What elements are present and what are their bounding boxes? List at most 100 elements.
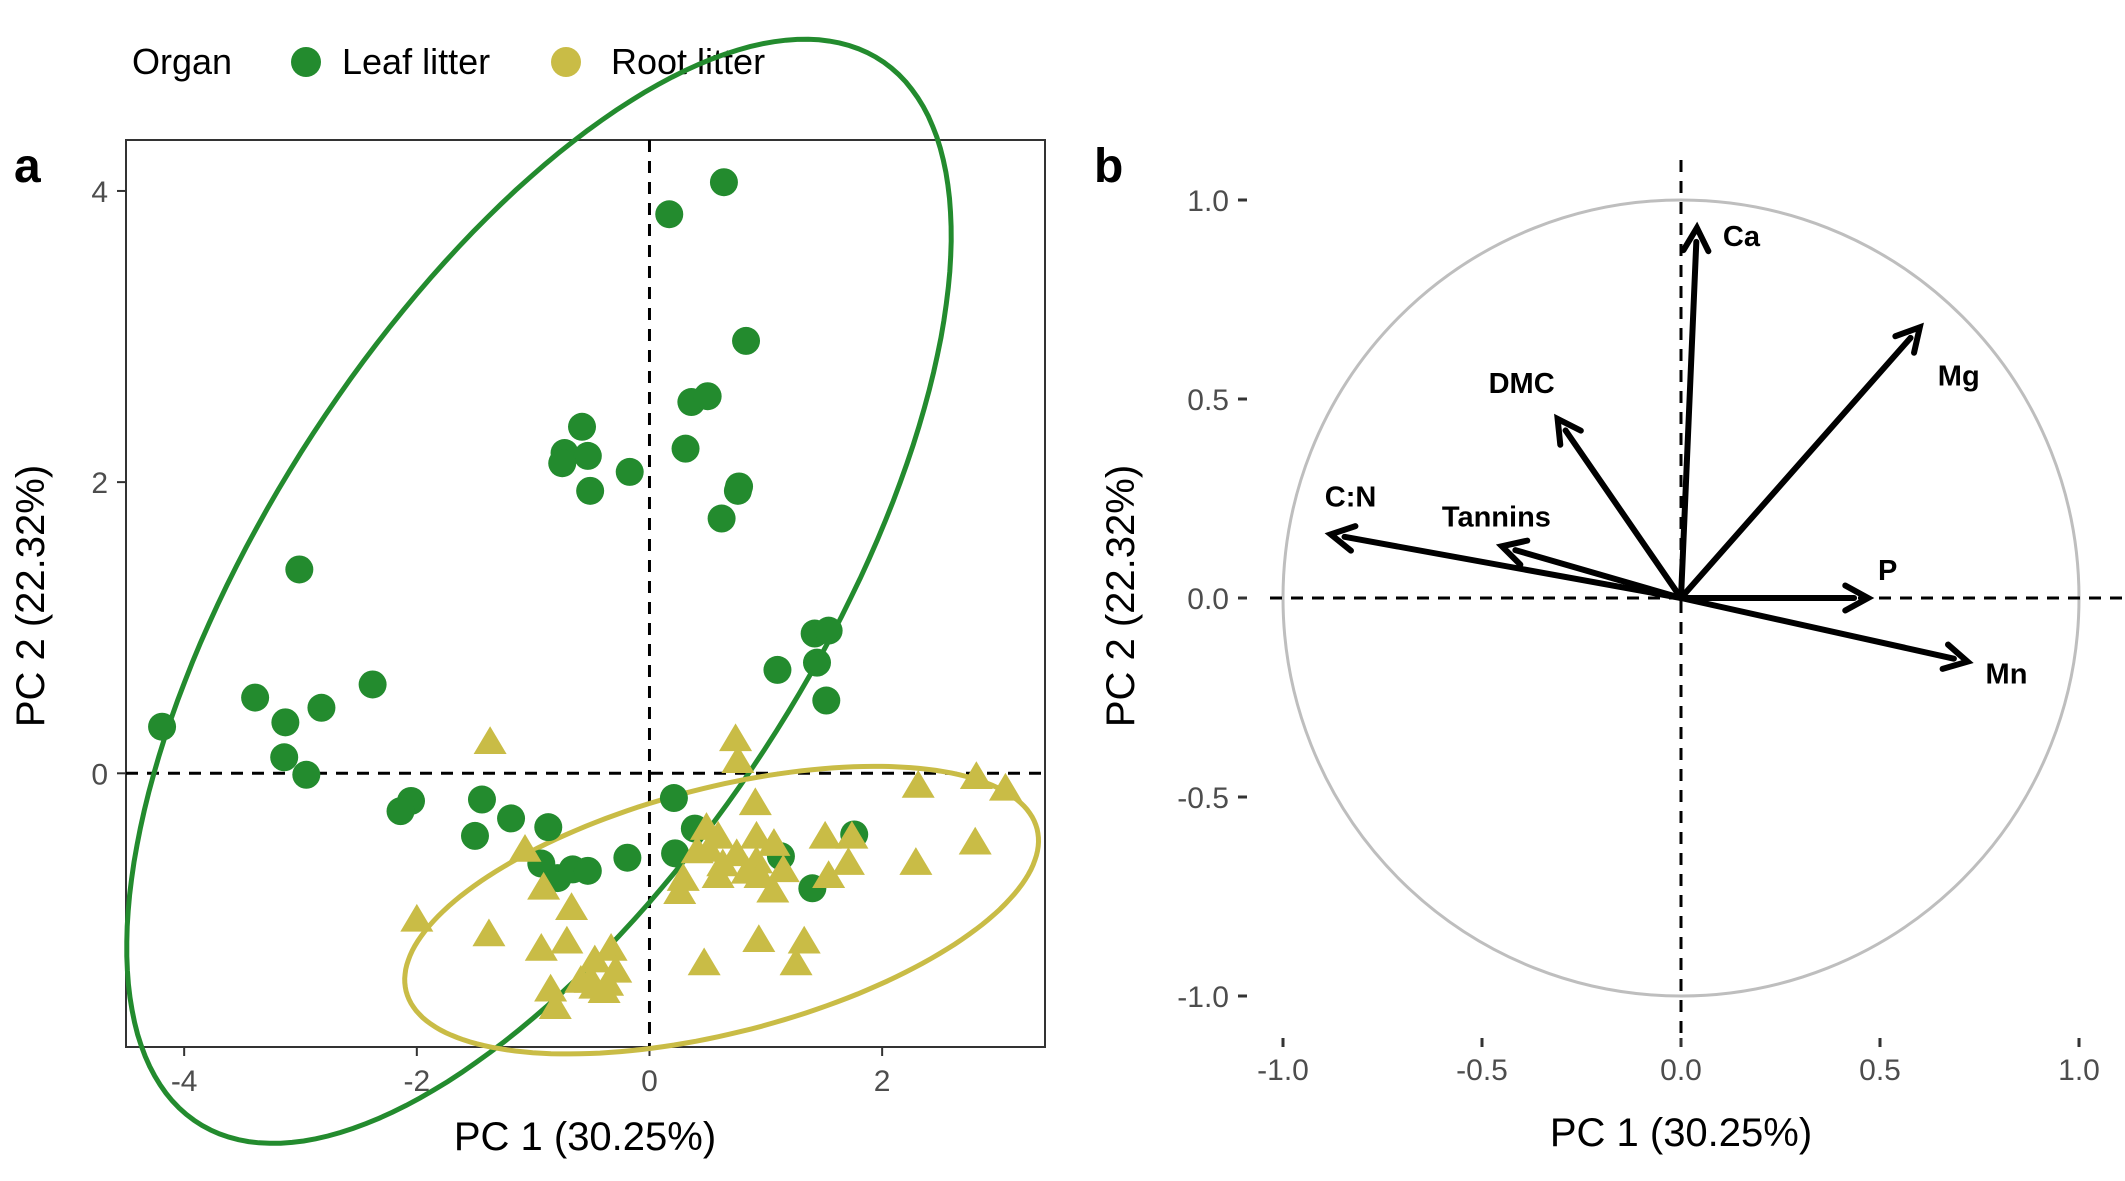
panel-b-x-tick-label: 0.0	[1660, 1054, 1702, 1087]
arrow-ca-head	[1680, 221, 1712, 255]
leaf-litter-point	[548, 449, 577, 478]
root-litter-point	[779, 947, 813, 976]
legend: Organ Leaf litter Root litter	[132, 41, 765, 82]
panel-a-x-axis-title: PC 1 (30.25%)	[454, 1115, 716, 1159]
root-litter-point	[508, 834, 542, 862]
panel-a-x-tick-label: 2	[874, 1065, 891, 1098]
root-litter-point	[959, 761, 993, 789]
panel-a-y-axis-title: PC 2 (22.32%)	[9, 465, 53, 727]
leaf-litter-point	[467, 785, 496, 814]
panel-a-x-tick-label: -4	[171, 1065, 198, 1098]
panel-a-y-tick-label: 4	[91, 176, 108, 209]
arrow-p-head	[1842, 582, 1875, 614]
root-litter-point	[808, 820, 842, 849]
arrow-ca-shaft	[1678, 238, 1700, 601]
root-litter-point	[835, 820, 869, 849]
leaf-litter-point	[148, 712, 177, 741]
root-litter-point	[527, 871, 561, 900]
arrow-label-tannins: Tannins	[1442, 501, 1551, 533]
leaf-litter-point	[709, 168, 738, 197]
leaf-litter-point	[707, 504, 736, 533]
root-litter-point	[400, 903, 434, 932]
legend-key-leaf-litter	[291, 47, 321, 77]
leaf-litter-point	[460, 821, 489, 850]
leaf-litter-point	[573, 856, 602, 885]
panel-b-y-tick-label: 0.5	[1187, 384, 1229, 417]
panel-a-y-tick-label: 0	[91, 758, 108, 791]
root-litter-point	[901, 769, 935, 798]
leaf-litter-point	[386, 797, 415, 826]
leaf-litter-point	[292, 760, 321, 789]
arrow-cn-head	[1324, 523, 1359, 554]
root-litter-point	[666, 863, 700, 891]
arrow-mg-shaft	[1678, 334, 1914, 601]
panel-a-frame	[125, 139, 1046, 1048]
arrow-mn-shaft	[1678, 595, 1957, 662]
leaf-litter-point	[659, 784, 688, 813]
root-litter-point	[742, 924, 776, 953]
leaf-litter-point	[270, 743, 299, 772]
arrow-dmc-head	[1554, 413, 1584, 448]
leaf-litter-point	[812, 686, 841, 715]
root-litter-point	[719, 723, 753, 752]
leaf-litter-point	[763, 655, 792, 684]
leaf-litter-point	[661, 839, 690, 868]
arrow-label-cn: C:N	[1325, 481, 1377, 513]
root-litter-point	[787, 925, 821, 954]
root-litter-point	[550, 925, 584, 954]
panel-b-y-tick-label: -1.0	[1177, 981, 1229, 1014]
arrow-label-mg: Mg	[1938, 360, 1980, 392]
leaf-litter-point	[271, 708, 300, 737]
leaf-litter-point	[693, 382, 722, 411]
root-litter-point	[687, 947, 721, 976]
panel-b-y-tick-label: 0.0	[1187, 583, 1229, 616]
panel-b-x-tick-label: 1.0	[2058, 1054, 2100, 1087]
panel-a-tag: a	[14, 140, 41, 193]
arrow-label-mn: Mn	[1986, 659, 2028, 691]
leaf-litter-point	[671, 434, 700, 463]
panel-b-ticks: -1.0 -0.5 0.0 0.5 1.0 1.0 0.5 0.0 -0.5 -1.0	[1177, 185, 2100, 1087]
leaf-litter-point	[285, 555, 314, 584]
leaf-litter-point	[732, 326, 761, 355]
root-litter-point	[472, 918, 506, 947]
leaf-litter-point	[723, 476, 752, 505]
arrow-label-ca: Ca	[1723, 221, 1761, 253]
leaf-litter-point	[573, 441, 602, 470]
leaf-litter-point	[814, 616, 843, 645]
root-litter-point	[538, 991, 572, 1019]
root-litter-point	[680, 835, 714, 864]
leaf-litter-point	[615, 457, 644, 486]
leaf-litter-point	[307, 693, 336, 722]
panel-b-arrows: Ca Mg DMC C:N Tannins P Mn	[1324, 221, 2028, 691]
leaf-litter-point	[802, 648, 831, 677]
root-litter-point	[524, 933, 558, 961]
panel-b-y-tick-label: 1.0	[1187, 185, 1229, 218]
root-litter-point	[721, 745, 755, 773]
root-litter-point	[663, 876, 697, 904]
panel-a-ellipses	[124, 36, 1042, 1146]
root-litter-point	[958, 826, 992, 855]
leaf-litter-point	[534, 813, 563, 842]
panel-b-variable-loadings: b -1.0 -0.5 0.0 0.5 1.0 1.0 0.5 0.0 -0.5 -1.0 Ca M…	[1094, 140, 2125, 1155]
root-litter-point	[730, 855, 764, 884]
panel-a-x-tick-label: 0	[641, 1065, 658, 1098]
root-litter-point	[899, 847, 933, 875]
root-litter-point	[578, 944, 612, 973]
panel-b-y-tick-label: -0.5	[1177, 782, 1229, 815]
arrow-mn-head	[1939, 641, 1974, 672]
root-litter-point	[555, 892, 589, 920]
leaf-litter-point	[613, 843, 642, 872]
arrow-tannins-head	[1495, 537, 1531, 568]
arrow-label-p: P	[1878, 555, 1897, 587]
legend-title: Organ	[132, 41, 232, 82]
legend-key-root-litter	[551, 47, 581, 77]
panel-a-points	[148, 168, 1022, 1019]
root-litter-ellipse	[402, 763, 1042, 1057]
arrow-cn-shaft	[1341, 533, 1684, 601]
panel-b-x-tick-label: -0.5	[1456, 1054, 1508, 1087]
root-litter-point	[701, 860, 735, 888]
panel-a-reference-lines	[126, 140, 1045, 1047]
root-litter-point	[591, 967, 625, 996]
